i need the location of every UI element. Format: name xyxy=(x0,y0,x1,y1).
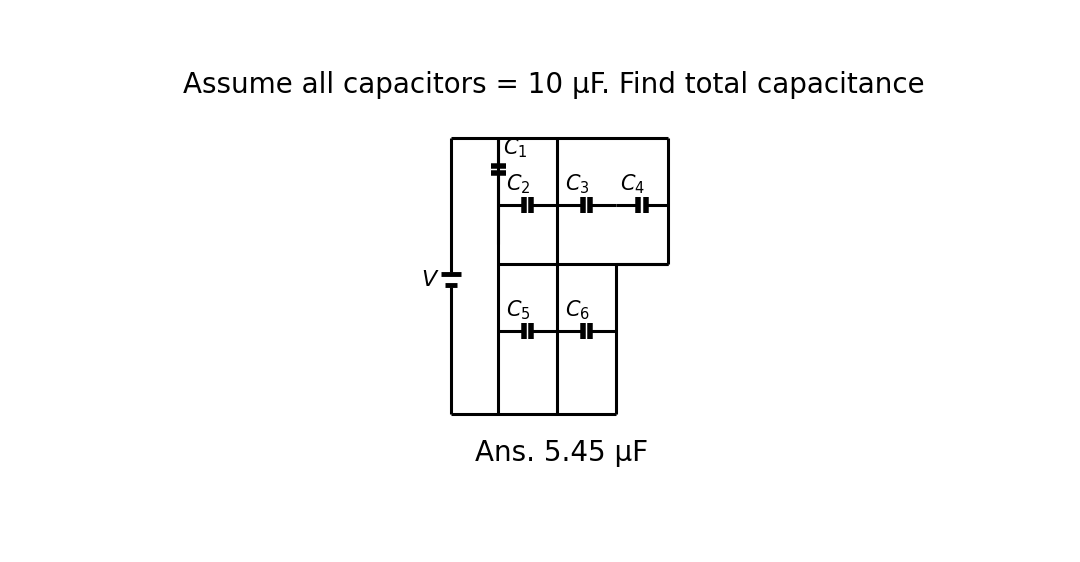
Text: $C_4$: $C_4$ xyxy=(620,173,646,197)
Text: $C_5$: $C_5$ xyxy=(507,299,531,323)
Text: Ans. 5.45 μF: Ans. 5.45 μF xyxy=(475,439,648,467)
Text: $V$: $V$ xyxy=(421,269,440,291)
Text: $C_2$: $C_2$ xyxy=(507,173,530,197)
Text: $C_3$: $C_3$ xyxy=(565,173,590,197)
Text: $C_1$: $C_1$ xyxy=(503,137,528,160)
Text: Assume all capacitors = 10 μF. Find total capacitance: Assume all capacitors = 10 μF. Find tota… xyxy=(183,71,924,99)
Text: $C_6$: $C_6$ xyxy=(565,299,591,323)
